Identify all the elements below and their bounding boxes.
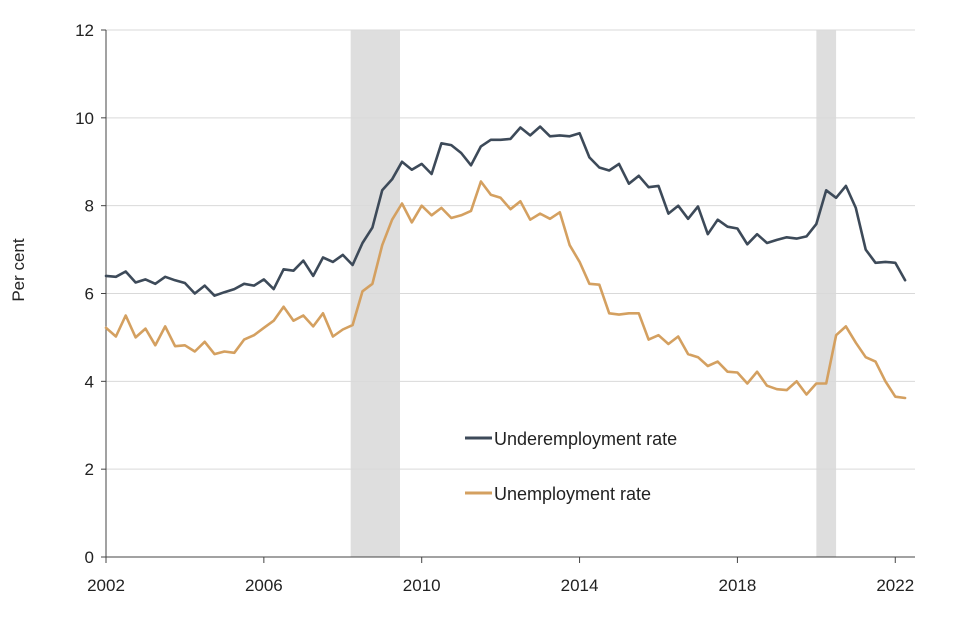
axes: 0 2 4 6 8 10 12 2002 2006 2010 2014 2018 2022 <box>75 21 915 595</box>
y-tick-label-4: 8 <box>85 197 94 216</box>
y-tick-label-5: 10 <box>75 109 94 128</box>
x-tick-label-0: 2002 <box>87 576 125 595</box>
gridlines <box>106 29 915 470</box>
y-axis-title: Per cent <box>9 238 28 302</box>
legend-label-underemployment: Underemployment rate <box>494 429 677 449</box>
y-tick-label-1: 2 <box>85 460 94 479</box>
legend: Underemployment rate Unemployment rate <box>465 429 677 504</box>
series-lines <box>104 125 907 400</box>
x-tick-label-3: 2014 <box>561 576 599 595</box>
legend-label-unemployment: Unemployment rate <box>494 484 651 504</box>
series-line-unemployment <box>104 180 907 400</box>
y-tick-label-0: 0 <box>85 548 94 567</box>
y-tick-label-2: 4 <box>85 372 94 391</box>
y-tick-label-3: 6 <box>85 285 94 304</box>
x-tick-label-5: 2022 <box>876 576 914 595</box>
series-line-underemployment <box>104 125 907 298</box>
x-tick-label-2: 2010 <box>403 576 441 595</box>
x-tick-label-1: 2006 <box>245 576 283 595</box>
x-tick-label-4: 2018 <box>719 576 757 595</box>
y-tick-label-6: 12 <box>75 21 94 40</box>
